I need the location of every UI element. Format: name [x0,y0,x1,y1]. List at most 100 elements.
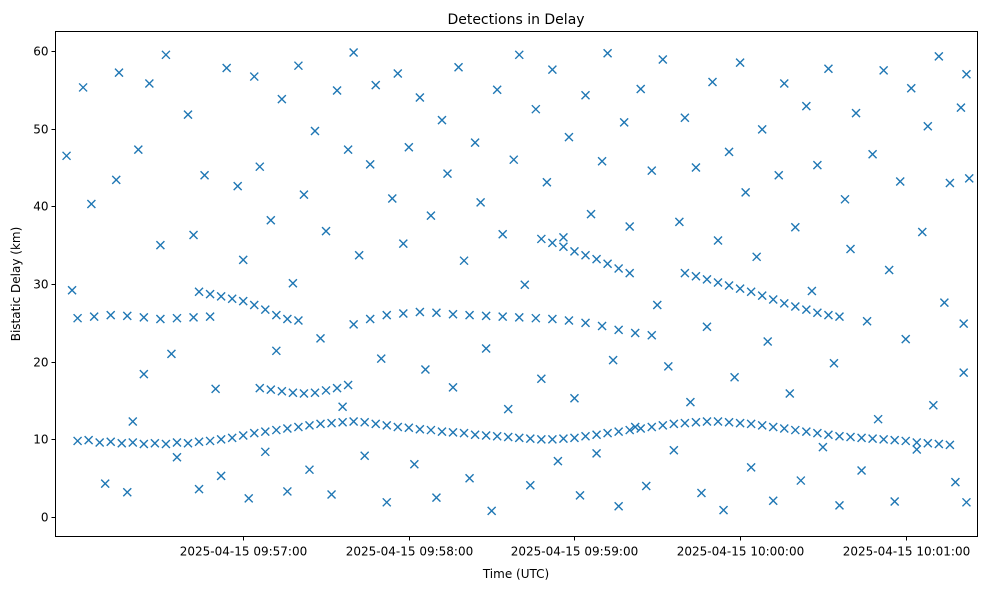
data-point [415,424,425,434]
data-point [293,422,303,432]
data-point [343,145,353,155]
data-point [249,300,259,310]
data-point [636,424,646,434]
data-point [625,268,635,278]
data-point [614,501,624,511]
data-point [928,400,938,410]
data-point [939,298,949,308]
data-point [669,445,679,455]
data-point [222,63,232,73]
data-point [581,90,591,100]
data-point [144,79,154,89]
data-point [735,58,745,68]
data-point [713,277,723,287]
data-point [299,389,309,399]
data-point [603,259,613,269]
data-point [801,427,811,437]
data-point [603,428,613,438]
data-point [360,451,370,461]
x-tick-label: 2025-04-15 10:00:00 [677,545,804,559]
data-point [62,151,72,161]
data-point [823,430,833,440]
data-point [724,147,734,157]
data-point [470,138,480,148]
data-point [818,442,828,452]
data-point [271,425,281,435]
x-tick-label: 2025-04-15 10:01:00 [843,545,970,559]
data-point [128,417,138,427]
y-tick-label: 30 [33,278,48,292]
data-point [114,68,124,78]
data-point [227,433,237,443]
data-point [912,444,922,454]
data-point [757,420,767,430]
data-point [586,209,596,219]
plot-area [55,31,978,537]
data-point [200,170,210,180]
data-point [531,104,541,114]
data-point [768,422,778,432]
data-point [801,305,811,315]
data-point [553,456,563,466]
data-point [332,383,342,393]
data-point [327,418,337,428]
data-point [840,194,850,204]
data-point [288,278,298,288]
data-point [746,287,756,297]
data-point [437,427,447,437]
data-point [481,431,491,440]
data-point [293,316,303,326]
data-point [282,314,292,324]
data-point [282,486,292,496]
data-point [304,420,314,430]
data-point [956,103,966,113]
data-point [476,197,486,207]
data-point [255,162,265,172]
data-point [382,420,392,430]
data-point [823,310,833,320]
data-point [581,250,591,260]
data-point [558,232,568,242]
data-point [139,369,149,379]
data-point [790,302,800,312]
data-point [459,428,469,438]
data-point [189,230,199,240]
data-point [260,427,270,437]
data-point [730,372,740,382]
data-point [106,437,116,447]
data-point [779,424,789,434]
data-point [647,166,657,176]
data-point [431,493,441,503]
data-point [901,334,911,344]
data-point [592,430,602,440]
data-point [945,178,955,188]
data-point [959,319,969,329]
data-point [503,404,513,414]
data-point [426,425,436,435]
data-point [779,79,789,89]
data-point [415,93,425,103]
data-point [420,364,430,374]
y-tick-label: 60 [33,45,48,59]
y-axis: 0 10 20 30 40 50 60 [33,45,56,525]
data-point [371,80,381,90]
data-point [227,294,237,304]
data-point [884,265,894,275]
data-point [492,85,502,95]
data-point [603,48,613,58]
data-point [547,238,557,248]
data-point [481,311,491,321]
x-tick-label: 2025-04-15 09:58:00 [346,545,473,559]
data-point [189,312,199,322]
data-point [122,311,132,321]
data-point [216,434,226,444]
data-point [194,287,204,297]
data-point [812,428,822,438]
data-point [564,316,574,326]
data-point [868,149,878,159]
data-point [437,115,447,125]
data-point [465,473,475,483]
data-point [95,437,105,447]
data-point [912,437,922,447]
